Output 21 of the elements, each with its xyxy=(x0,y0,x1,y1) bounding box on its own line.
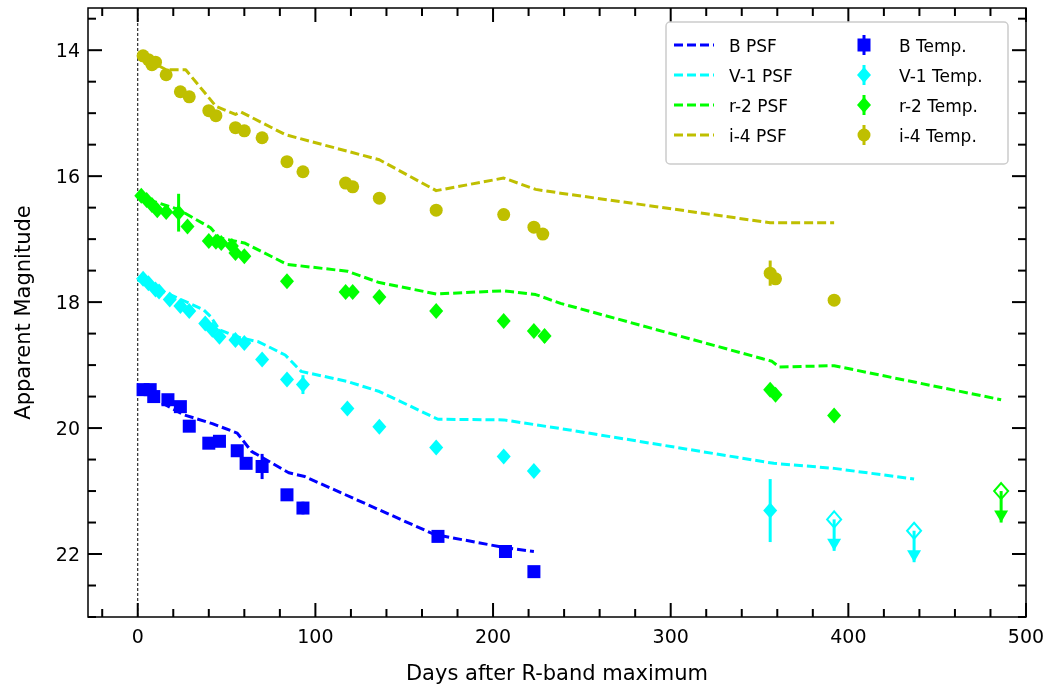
x-tick-label: 0 xyxy=(131,625,144,647)
y-axis-title: Apparent Magnitude xyxy=(11,205,35,420)
y-tick-label: 14 xyxy=(55,39,80,62)
legend-label: B PSF xyxy=(729,36,777,56)
y-tick-label: 22 xyxy=(55,543,80,566)
legend-label: V-1 Temp. xyxy=(899,66,983,86)
y-tick-label: 18 xyxy=(55,291,80,314)
x-tick-label: 100 xyxy=(297,625,334,647)
x-axis-title: Days after R-band maximum xyxy=(405,661,709,685)
legend-label: r-2 Temp. xyxy=(899,96,978,116)
legend-label: i-4 PSF xyxy=(729,126,787,146)
x-tick-label: 500 xyxy=(1007,625,1045,647)
x-tick-label: 400 xyxy=(830,625,867,647)
legend-label: V-1 PSF xyxy=(729,66,793,86)
y-tick-label: 16 xyxy=(55,165,80,188)
legend-label: B Temp. xyxy=(899,36,967,56)
legend-label: i-4 Temp. xyxy=(899,126,977,146)
legend-label: r-2 PSF xyxy=(729,96,789,116)
x-tick-label: 200 xyxy=(474,625,512,647)
y-tick-label: 20 xyxy=(55,417,80,440)
x-tick-label: 300 xyxy=(652,625,689,647)
